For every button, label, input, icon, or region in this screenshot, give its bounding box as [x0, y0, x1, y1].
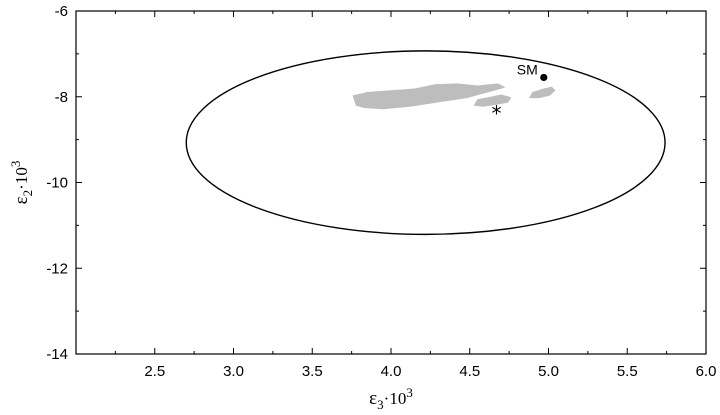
x-tick-label: 2.5: [144, 363, 165, 380]
y-axis-label-superscript: 3: [8, 161, 23, 168]
y-axis-label-symbol: ε: [11, 196, 32, 204]
sm-point: [540, 73, 548, 82]
x-tick-label: 3.5: [302, 363, 323, 380]
y-tick-label: -14: [46, 346, 68, 363]
y-tick-label: -6: [55, 3, 68, 20]
x-tick-label: 4.0: [381, 363, 402, 380]
shaded-region-2: [474, 94, 512, 107]
x-axis-label-subscript: 3: [377, 397, 384, 412]
y-axis-label: ε2·103: [8, 161, 35, 205]
x-tick-label: 6.0: [696, 363, 717, 380]
x-tick-label: 5.0: [538, 363, 559, 380]
shaded-regions: [352, 83, 556, 110]
point-label: SM: [517, 61, 538, 77]
x-axis-label-suffix: ·10: [384, 389, 407, 408]
x-axis-label-symbol: ε: [369, 388, 377, 409]
y-tick-label: -10: [46, 175, 68, 192]
x-tick-label: 4.5: [459, 363, 480, 380]
confidence-ellipse: [185, 50, 666, 236]
data-points: SM *: [492, 61, 548, 126]
axis-ticks: [76, 10, 707, 355]
x-axis-label: ε3·103: [369, 385, 413, 412]
x-axis-label-superscript: 3: [406, 385, 413, 400]
x-tick-label: 3.0: [223, 363, 244, 380]
plot-frame: [75, 10, 707, 355]
y-tick-label: -12: [46, 260, 68, 277]
axis-tick-labels: 2.5 3.0 3.5 4.0 4.5 5.0 5.5 6.0 -6 -8 -10 -12 -14: [46, 3, 716, 380]
y-axis-label-suffix: ·10: [12, 167, 31, 190]
shaded-region-1: [352, 83, 505, 110]
x-tick-label: 5.5: [617, 363, 638, 380]
shaded-region-3: [529, 86, 556, 99]
y-tick-label: -8: [55, 89, 68, 106]
star-marker: *: [492, 102, 502, 126]
y-axis-label-subscript: 2: [20, 190, 35, 197]
